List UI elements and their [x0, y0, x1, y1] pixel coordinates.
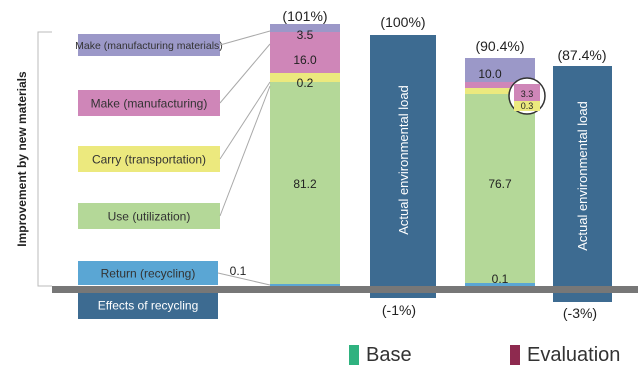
bar2-segment-use-utilization: [465, 94, 535, 283]
legend-label-evaluation: Evaluation: [527, 343, 621, 366]
bar3-inner-label: Actual environmental load: [575, 101, 590, 251]
y-axis-title: Improvement by new materials: [15, 71, 29, 247]
bar3-recycling-effect-label: (-3%): [563, 305, 597, 321]
bar2-zoom-transport: [514, 101, 540, 111]
bar2-total-label: (90.4%): [475, 38, 524, 54]
bar0-segment-use-utilization: [270, 82, 340, 284]
legend-item-base: Base: [349, 344, 412, 366]
baseline-bar: [52, 286, 638, 293]
bar2-segment-return-recycling: [465, 283, 535, 286]
connector-materials: [219, 30, 271, 46]
connector-manufacturing: [219, 43, 271, 104]
legend-swatch-base: [349, 345, 359, 365]
bar2-label-materials: 10.0: [478, 67, 502, 81]
stage-box-make-manufacturing: [78, 90, 220, 116]
connector-transport: [219, 81, 271, 160]
bar1-inner-label: Actual environmental load: [396, 85, 411, 235]
left-bracket: [37, 31, 52, 287]
stage-box-effects-of-recycling: [78, 291, 218, 319]
bar2-segment-carry-transportation: [465, 88, 535, 94]
bar0-segment-make-manufacturing-materials: [270, 24, 340, 32]
bar0-segment-make-manufacturing: [270, 32, 340, 73]
bar0-total-label: (101%): [282, 8, 327, 24]
bar1-recycling-effect-bar: [370, 293, 436, 298]
bar3-total-label: (87.4%): [557, 47, 606, 63]
stage-box-use-utilization: [78, 203, 220, 229]
bar1-recycling-effect-label: (-1%): [382, 302, 416, 318]
bar0-label-manufacturing: 16.0: [293, 53, 317, 67]
bar1-total: [370, 35, 436, 286]
stage-label-carry-transportation: Carry (transportation): [92, 152, 206, 166]
connector-use: [219, 85, 271, 217]
stage-box-carry-transportation: [78, 146, 220, 172]
bar1-total-label: (100%): [380, 14, 425, 30]
connector-recycling: [217, 272, 271, 286]
bar0-label-use: 81.2: [293, 177, 317, 191]
stage-label-use-utilization: Use (utilization): [108, 209, 191, 223]
legend-item-evaluation: Evaluation: [510, 344, 620, 366]
bar2-zoom-manufacturing: [514, 84, 540, 101]
bar0-segment-return-recycling: [270, 284, 340, 286]
bar3-recycling-effect-bar: [553, 293, 612, 302]
bar0-label-recycling: 0.1: [230, 264, 247, 278]
bar2-segment-make-manufacturing: [465, 82, 535, 88]
bar3-total: [553, 66, 612, 286]
bar2-label-manufacturing: 3.3: [521, 89, 534, 99]
bar2-label-use: 76.7: [488, 177, 512, 191]
bar0-label-transport: 0.2: [297, 76, 314, 90]
bar2-label-transport: 0.3: [521, 101, 534, 111]
bar0-segment-carry-transportation: [270, 73, 340, 82]
legend-label-base: Base: [366, 343, 412, 366]
stage-label-make-manufacturing-materials: Make (manufacturing materials): [75, 40, 223, 52]
stage-label-return-recycling: Return (recycling): [101, 266, 196, 280]
bar0-label-materials: 3.5: [297, 28, 314, 42]
legend-swatch-evaluation: [510, 345, 520, 365]
stage-box-return-recycling: [78, 261, 218, 285]
stage-label-effects-of-recycling: Effects of recycling: [98, 298, 199, 312]
stage-box-make-manufacturing-materials: [78, 34, 220, 56]
bar2-label-recycling: 0.1: [492, 272, 509, 286]
stage-label-make-manufacturing: Make (manufacturing): [91, 96, 208, 110]
